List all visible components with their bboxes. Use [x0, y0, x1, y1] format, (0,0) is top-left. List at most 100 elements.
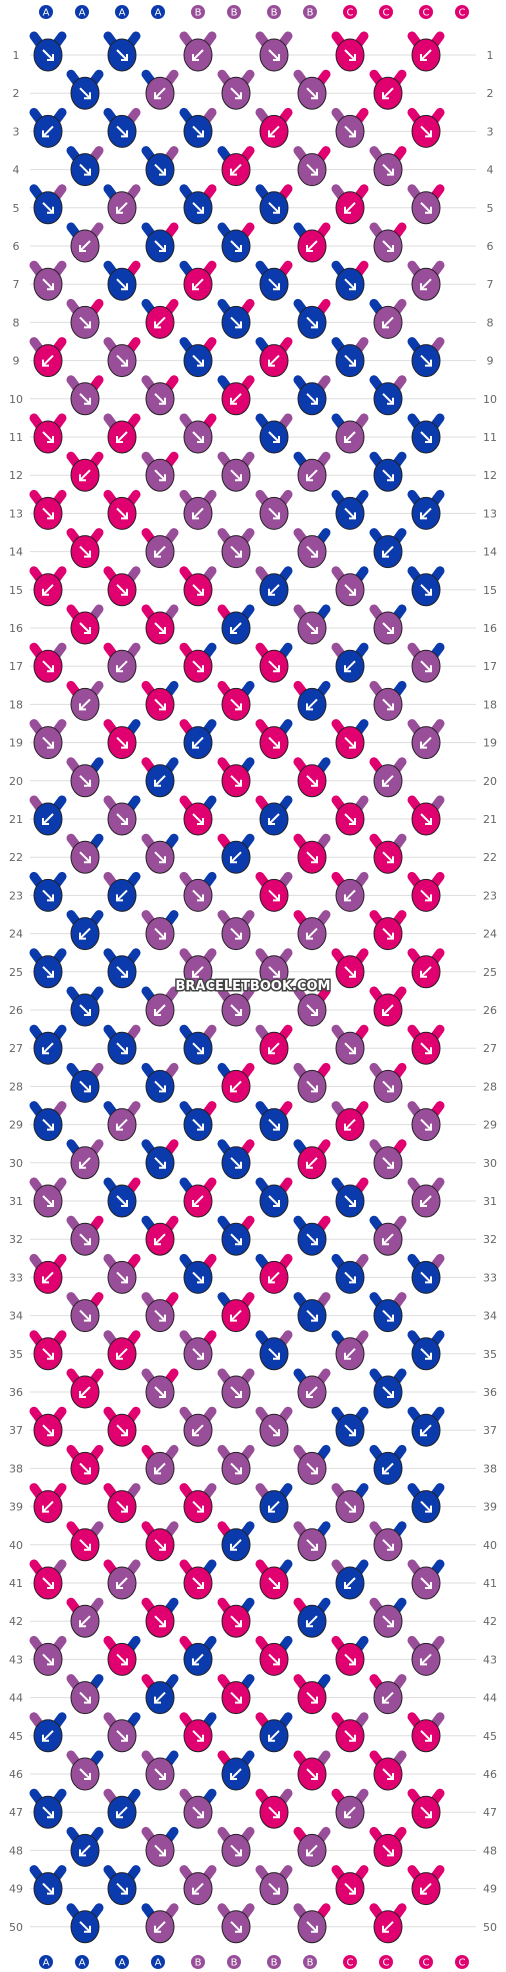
row-number-left: 46	[9, 1768, 23, 1781]
arrow-icon	[116, 660, 128, 673]
arrow-icon	[42, 354, 54, 367]
arrow-icon	[230, 1462, 242, 1475]
arrow-icon	[420, 431, 432, 443]
arrow-icon	[192, 431, 204, 443]
arrow-icon	[230, 393, 242, 405]
row-number-right: 29	[483, 1119, 497, 1132]
row-number-left: 26	[9, 1004, 23, 1017]
arrow-icon	[344, 1195, 356, 1207]
arrow-icon	[192, 1348, 204, 1360]
arrow-icon	[420, 507, 432, 520]
strand-label-top-dot	[267, 5, 281, 19]
strand-label-bottom: B	[271, 1958, 278, 1969]
arrow-icon	[382, 1921, 394, 1933]
row-number-left: 41	[9, 1577, 23, 1590]
row-number-left: 4	[13, 164, 20, 177]
arrow-icon	[154, 545, 166, 558]
arrow-icon	[382, 163, 394, 176]
arrow-icon	[230, 1157, 242, 1169]
arrow-icon	[116, 1042, 128, 1055]
strand-label-bottom-dot	[227, 1955, 241, 1969]
row-number-left: 30	[9, 1157, 23, 1170]
strand-label-bottom-dot	[39, 1955, 53, 1969]
arrow-icon	[344, 1424, 356, 1437]
arrow-icon	[42, 660, 54, 673]
arrow-icon	[116, 736, 128, 749]
row-number-left: 38	[9, 1462, 23, 1475]
arrow-icon	[230, 927, 242, 940]
row-number-right: 34	[483, 1310, 497, 1323]
row-number-right: 1	[487, 49, 494, 62]
arrow-icon	[154, 1768, 166, 1780]
row-number-right: 23	[483, 889, 497, 902]
arrow-icon	[268, 1500, 280, 1513]
arrow-icon	[420, 889, 432, 902]
arrow-icon	[192, 202, 204, 214]
arrow-icon	[268, 354, 280, 367]
arrow-icon	[79, 622, 91, 634]
arrow-icon	[306, 698, 318, 711]
arrow-icon	[306, 1386, 318, 1398]
arrow-icon	[42, 1730, 54, 1742]
arrow-icon	[344, 507, 356, 520]
strand-label-top-dot	[227, 5, 241, 19]
arrow-icon	[268, 1882, 280, 1895]
arrow-icon	[116, 278, 128, 291]
row-number-right: 11	[483, 431, 497, 444]
arrow-icon	[79, 1386, 91, 1398]
row-number-right: 43	[483, 1653, 497, 1666]
arrow-icon	[42, 1882, 54, 1895]
arrow-icon	[116, 813, 128, 825]
arrow-icon	[230, 1768, 242, 1780]
row-number-right: 2	[487, 87, 494, 100]
arrow-icon	[268, 1577, 280, 1589]
arrow-icon	[42, 966, 54, 978]
arrow-icon	[116, 1271, 128, 1284]
arrow-icon	[42, 1500, 54, 1513]
strand-label-top: B	[195, 8, 202, 19]
arrow-icon	[154, 163, 166, 176]
arrow-icon	[306, 927, 318, 940]
strand-label-bottom-dot	[151, 1955, 165, 1969]
arrow-icon	[192, 1730, 204, 1742]
arrow-icon	[42, 202, 54, 214]
arrow-icon	[116, 49, 128, 61]
arrow-icon	[154, 393, 166, 405]
arrow-icon	[382, 1615, 394, 1628]
row-number-right: 18	[483, 698, 497, 711]
strand-label-bottom-dot	[455, 1955, 469, 1969]
row-number-right: 31	[483, 1195, 497, 1208]
arrow-icon	[116, 1577, 128, 1589]
arrow-icon	[192, 49, 204, 61]
arrow-icon	[230, 1844, 242, 1857]
row-number-right: 5	[487, 202, 494, 215]
strand-label-bottom: A	[119, 1958, 126, 1969]
row-number-left: 37	[9, 1424, 23, 1437]
row-number-left: 33	[9, 1271, 23, 1284]
arrow-icon	[230, 1004, 242, 1016]
arrow-icon	[230, 1539, 242, 1551]
arrow-icon	[154, 1691, 166, 1704]
arrow-icon	[420, 1195, 432, 1207]
row-number-right: 12	[483, 469, 497, 482]
row-number-right: 38	[483, 1462, 497, 1475]
arrow-icon	[154, 1233, 166, 1246]
arrow-icon	[79, 316, 91, 329]
row-number-right: 6	[487, 240, 494, 253]
row-number-right: 36	[483, 1386, 497, 1399]
strand-label-top-dot	[191, 5, 205, 19]
arrow-icon	[230, 545, 242, 558]
arrow-icon	[116, 1118, 128, 1131]
row-number-left: 20	[9, 775, 23, 788]
row-number-left: 36	[9, 1386, 23, 1399]
arrow-icon	[382, 316, 394, 329]
row-number-left: 45	[9, 1730, 23, 1743]
arrow-icon	[306, 87, 318, 100]
arrow-icon	[268, 1348, 280, 1360]
arrow-icon	[192, 278, 204, 291]
row-number-right: 7	[487, 278, 494, 291]
strand-label-top-dot	[151, 5, 165, 19]
arrow-icon	[344, 1806, 356, 1819]
row-number-left: 28	[9, 1080, 23, 1093]
arrow-icon	[420, 278, 432, 291]
